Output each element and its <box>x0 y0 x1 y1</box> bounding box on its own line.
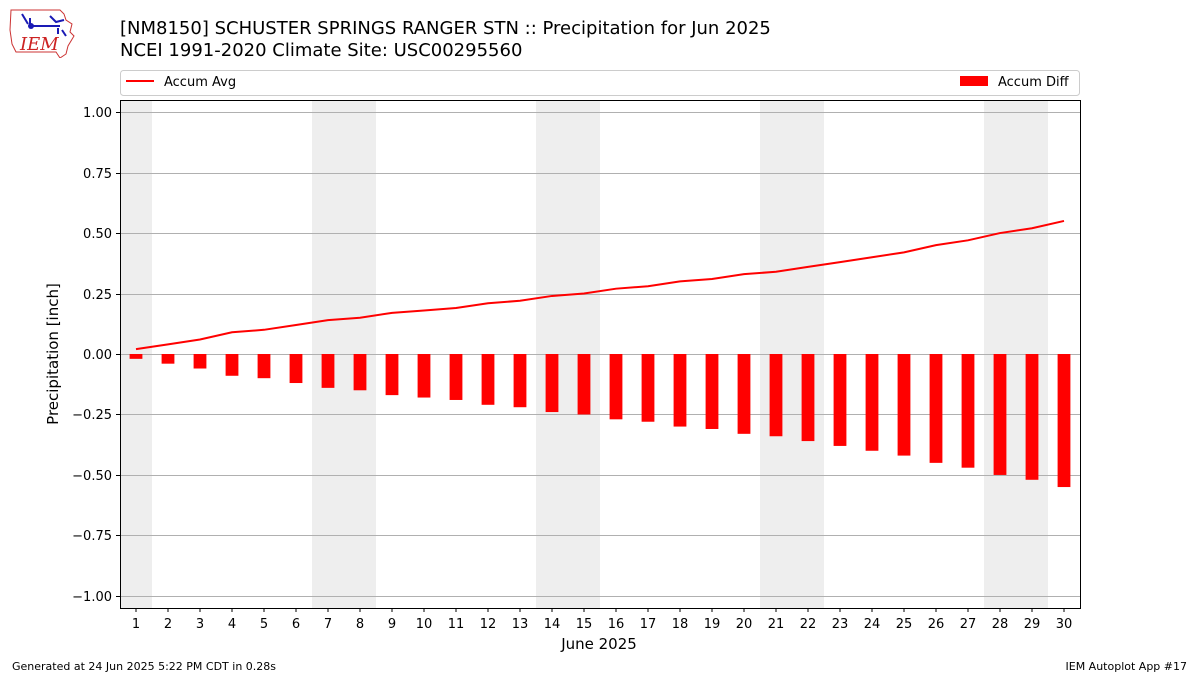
x-tick-label: 10 <box>416 617 433 632</box>
bar-accum-diff-day-20 <box>737 354 751 434</box>
x-tick-label: 1 <box>132 617 140 632</box>
x-tick-label: 19 <box>704 617 721 632</box>
bar-accum-diff-day-3 <box>193 354 207 369</box>
x-tick-label: 17 <box>640 617 657 632</box>
x-tick-label: 13 <box>512 617 529 632</box>
bar-accum-diff-day-13 <box>513 354 527 408</box>
x-tick-label: 9 <box>388 617 396 632</box>
plot-frame <box>120 100 1081 609</box>
bar-accum-diff-day-10 <box>417 354 431 398</box>
x-tick-label: 11 <box>448 617 465 632</box>
x-tick-label: 21 <box>768 617 785 632</box>
chart-title: [NM8150] SCHUSTER SPRINGS RANGER STN :: … <box>120 18 771 62</box>
bar-accum-diff-day-23 <box>833 354 847 446</box>
x-tick-label: 25 <box>896 617 913 632</box>
bar-accum-diff-day-12 <box>481 354 495 405</box>
y-tick-label: −0.50 <box>72 469 112 484</box>
x-tick-label: 27 <box>960 617 977 632</box>
bar-accum-diff-day-22 <box>801 354 815 442</box>
y-axis-label: Precipitation [inch] <box>44 283 62 425</box>
y-tick-label: 0.25 <box>83 288 112 303</box>
legend: Accum Avg Accum Diff <box>120 70 1080 96</box>
x-tick-label: 15 <box>576 617 593 632</box>
iem-logo: IEM <box>8 6 80 59</box>
bar-accum-diff-day-15 <box>577 354 591 415</box>
x-tick-label: 26 <box>928 617 945 632</box>
bar-accum-diff-day-19 <box>705 354 719 429</box>
bar-accum-diff-day-21 <box>769 354 783 437</box>
bar-accum-diff-day-11 <box>449 354 463 400</box>
app-label: IEM Autoplot App #17 <box>1065 660 1188 673</box>
legend-label-accum-diff: Accum Diff <box>998 75 1070 90</box>
legend-bar-swatch <box>960 76 988 86</box>
y-tick-label: 1.00 <box>83 106 112 121</box>
logo-text: IEM <box>19 34 59 55</box>
x-tick-label: 3 <box>196 617 204 632</box>
x-tick-label: 16 <box>608 617 625 632</box>
bar-accum-diff-day-24 <box>865 354 879 451</box>
title-line-1: [NM8150] SCHUSTER SPRINGS RANGER STN :: … <box>120 18 771 39</box>
x-tick-label: 4 <box>228 617 236 632</box>
y-tick-label: 0.75 <box>83 167 112 182</box>
x-tick-label: 20 <box>736 617 753 632</box>
x-tick-label: 6 <box>292 617 300 632</box>
bar-accum-diff-day-9 <box>385 354 399 396</box>
x-tick-label: 18 <box>672 617 689 632</box>
iem-iowa-logo-icon: IEM <box>9 9 75 59</box>
y-tick-label: −0.25 <box>72 408 112 423</box>
bar-accum-diff-day-5 <box>257 354 271 379</box>
x-tick-label: 14 <box>544 617 561 632</box>
x-tick-label: 22 <box>800 617 817 632</box>
y-tick-label: 0.50 <box>83 227 112 242</box>
x-tick-label: 8 <box>356 617 364 632</box>
bar-accum-diff-day-28 <box>993 354 1007 475</box>
x-tick-label: 2 <box>164 617 172 632</box>
bar-accum-diff-day-1 <box>129 354 143 359</box>
bar-accum-diff-day-17 <box>641 354 655 422</box>
bar-accum-diff-day-8 <box>353 354 367 391</box>
generated-timestamp: Generated at 24 Jun 2025 5:22 PM CDT in … <box>12 660 277 673</box>
x-tick-label: 28 <box>992 617 1009 632</box>
accum-avg-line <box>135 219 1065 351</box>
bar-accum-diff-day-25 <box>897 354 911 456</box>
x-tick-label: 24 <box>864 617 881 632</box>
legend-box <box>120 70 1080 96</box>
bar-accum-diff-day-18 <box>673 354 687 427</box>
x-tick-label: 7 <box>324 617 332 632</box>
bar-accum-diff-day-30 <box>1057 354 1071 488</box>
legend-label-accum-avg: Accum Avg <box>164 75 236 90</box>
bar-accum-diff-day-7 <box>321 354 335 388</box>
x-axis-label: June 2025 <box>560 635 637 653</box>
bar-accum-diff-day-14 <box>545 354 559 413</box>
y-tick-label: −0.75 <box>72 529 112 544</box>
bar-accum-diff-day-2 <box>161 354 175 364</box>
y-axis-ticks: −1.00 −0.75 −0.50 −0.25 0.00 0.25 0.50 0.75 1.00 <box>72 106 120 605</box>
accum-diff-bars <box>129 354 1071 488</box>
bar-accum-diff-day-29 <box>1025 354 1039 480</box>
x-tick-label: 23 <box>832 617 849 632</box>
x-tick-label: 12 <box>480 617 497 632</box>
bar-accum-diff-day-27 <box>961 354 975 468</box>
x-tick-label: 30 <box>1056 617 1073 632</box>
bar-accum-diff-day-26 <box>929 354 943 463</box>
bar-accum-diff-day-16 <box>609 354 623 420</box>
x-tick-label: 5 <box>260 617 268 632</box>
bar-accum-diff-day-4 <box>225 354 239 376</box>
bar-accum-diff-day-6 <box>289 354 303 384</box>
x-tick-label: 29 <box>1024 617 1041 632</box>
y-tick-label: 0.00 <box>83 348 112 363</box>
gridlines <box>120 112 1080 597</box>
x-axis-ticks: 1 2 3 4 5 6 7 8 9 10 11 12 13 14 15 16 17 18 19 20 21 22 23 24 2… <box>132 608 1072 632</box>
y-tick-label: −1.00 <box>72 590 112 605</box>
title-line-2: NCEI 1991-2020 Climate Site: USC00295560 <box>120 40 523 61</box>
